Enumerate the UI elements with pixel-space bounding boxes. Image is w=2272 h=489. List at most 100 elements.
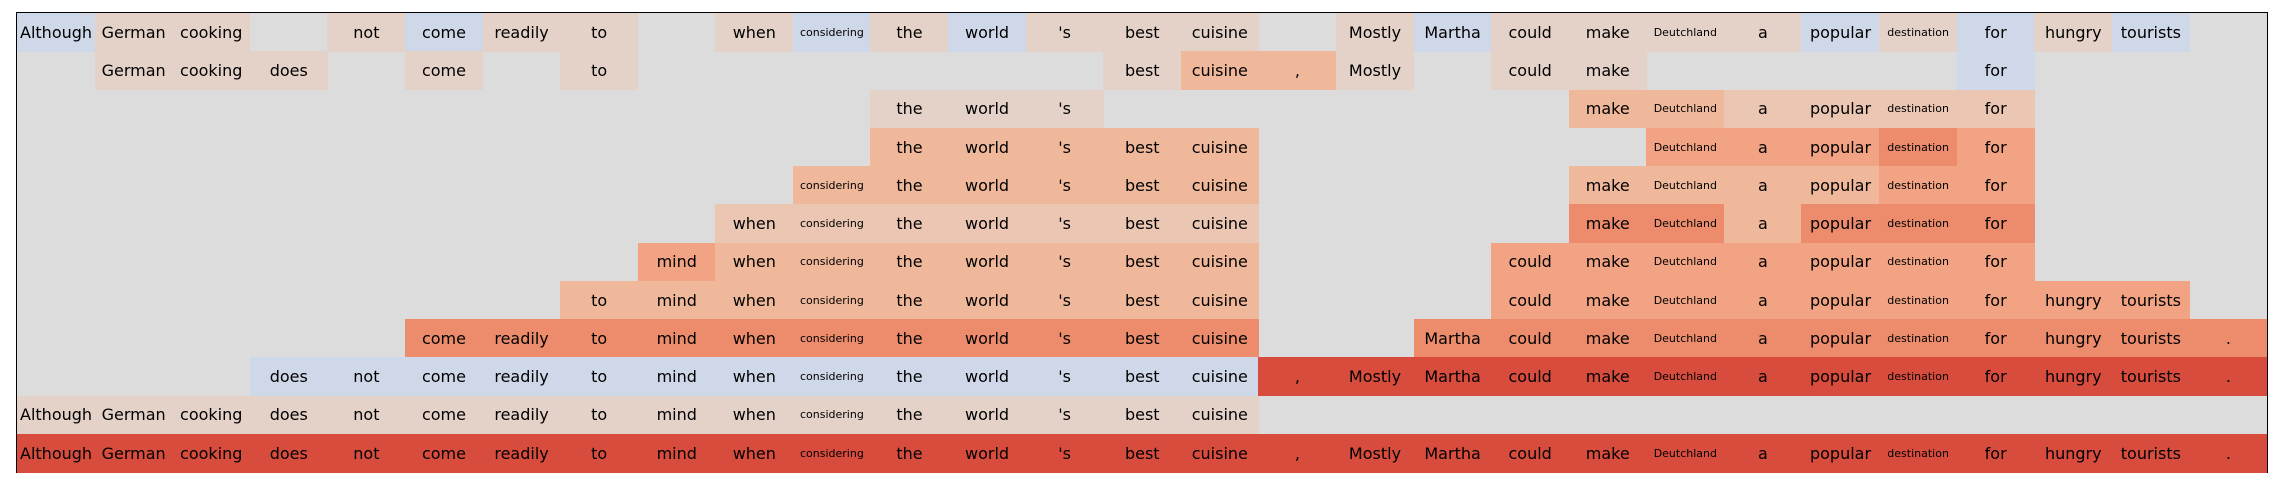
token-cell: a [1723,357,1802,396]
token-cell: for [1956,433,2035,473]
token-cell: best [1103,280,1182,320]
token-cell [1801,51,1879,90]
token-cell: world [948,357,1027,396]
token-cell [2112,51,2190,90]
token-cell: to [560,13,639,52]
token-cell: destination [1879,13,1958,52]
token-cell: hungry [2034,357,2113,396]
token-cell: cuisine [1180,433,1259,473]
token-cell [1414,281,1492,320]
token-cell: mind [637,242,716,282]
token-cell [483,281,561,320]
token-cell: when [715,357,794,396]
token-cell: to [560,280,639,320]
token-cell: best [1103,204,1182,243]
token-cell [250,90,328,129]
token-cell [560,90,638,129]
token-cell: destination [1879,357,1958,396]
token-cell: cuisine [1180,166,1259,205]
token-cell: could [1491,357,1570,396]
token-cell [17,319,95,358]
token-cell [1724,51,1802,90]
token-cell: cuisine [1180,51,1259,90]
token-cell: Martha [1413,357,1492,396]
token-cell: popular [1801,204,1880,243]
token-cell [405,90,483,129]
token-cell [1491,166,1569,205]
token-cell [1258,13,1336,52]
token-cell [2189,128,2267,167]
token-cell: the [870,204,949,243]
token-cell: when [715,13,794,52]
token-cell: Deutchland [1646,433,1725,473]
token-cell: Deutchland [1646,319,1725,358]
token-cell [638,166,716,205]
token-cell [327,204,405,243]
token-cell [560,204,638,243]
token-cell [1336,128,1414,167]
token-cell [1336,166,1414,205]
token-cell: come [404,319,483,358]
token-cell: a [1723,319,1802,358]
token-cell [327,90,405,129]
token-cell [172,166,250,205]
token-cell [1569,128,1647,167]
token-cell: Mostly [1335,13,1415,52]
token-cell: when [715,280,794,320]
token-cell: when [715,242,794,282]
token-cell: Deutchland [1646,242,1725,282]
token-cell [95,128,173,167]
token-cell [1181,90,1259,129]
token-cell: a [1723,433,1802,473]
token-cell: the [870,280,949,320]
token-cell [95,166,173,205]
token-cell: come [404,51,483,90]
token-cell: destination [1879,127,1958,167]
token-cell [1103,90,1181,129]
token-cell: cuisine [1180,395,1259,435]
token-cell: not [327,357,406,396]
token-cell: make [1568,319,1647,358]
token-cell: considering [792,280,871,320]
token-cell: does [249,357,328,396]
token-cell: the [870,127,949,167]
token-cell [327,166,405,205]
token-cell: to [560,319,639,358]
token-cell [560,243,638,282]
token-cell: best [1103,127,1182,167]
token-cell: 's [1025,395,1104,435]
token-cell: considering [792,433,871,473]
token-cell: best [1103,13,1182,52]
token-cell: come [404,13,483,52]
token-cell: Deutchland [1646,204,1725,243]
token-cell [1414,51,1492,90]
token-cell: hungry [2034,433,2113,473]
token-cell [2112,90,2190,129]
token-cell [715,128,793,167]
token-cell: the [870,319,949,358]
token-cell: tourists [2111,433,2190,473]
token-cell: tourists [2111,319,2190,358]
token-cell: Deutchland [1646,89,1725,129]
token-cell: hungry [2034,13,2113,52]
token-cell: considering [792,395,871,435]
token-cell: 's [1025,89,1104,129]
token-cell [1569,396,1647,435]
token-cell: destination [1879,319,1958,358]
token-cell: hungry [2034,280,2113,320]
token-cell [405,128,483,167]
token-cell: cooking [172,13,251,52]
token-cell: make [1568,89,1647,129]
token-cell: for [1956,242,2035,282]
token-cell: hungry [2034,319,2113,358]
token-cell: mind [637,433,716,473]
token-cell: Martha [1413,319,1492,358]
token-cell: cuisine [1180,242,1259,282]
token-cell: does [249,51,328,90]
token-cell: the [870,166,949,205]
token-cell [327,281,405,320]
token-cell [17,243,95,282]
token-cell: make [1568,13,1647,52]
token-cell [793,128,871,167]
token-cell: , [1258,433,1337,473]
